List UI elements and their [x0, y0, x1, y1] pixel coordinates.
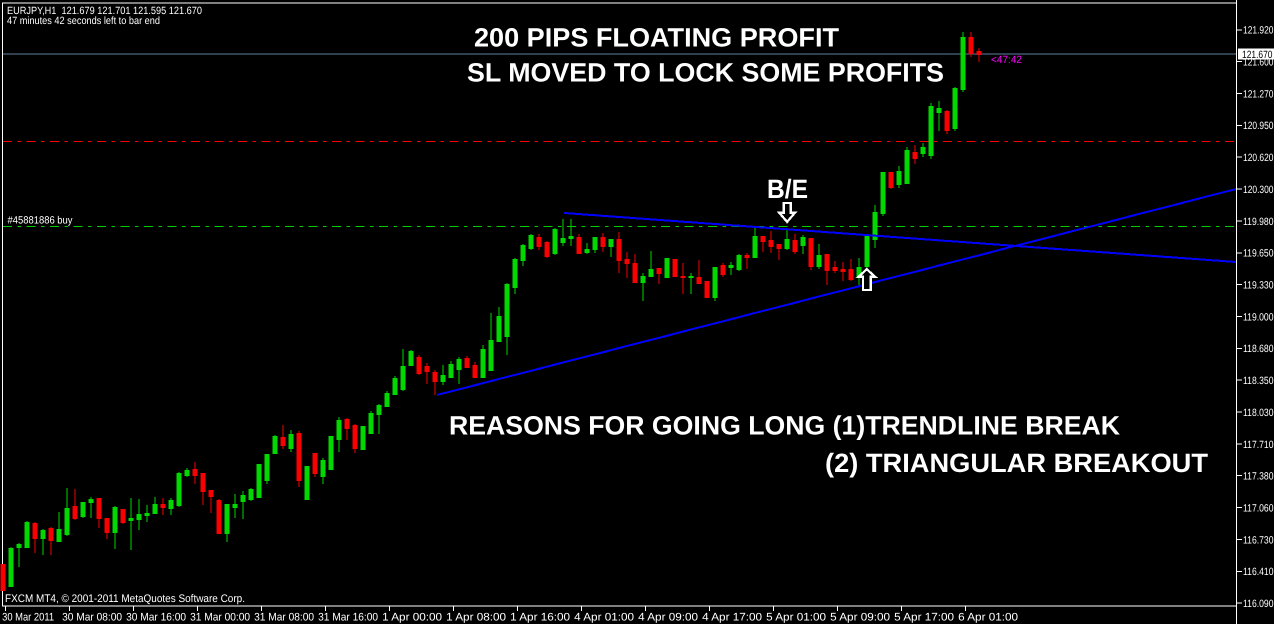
svg-text:30 Mar 08:00: 30 Mar 08:00: [62, 612, 122, 624]
svg-text:118.350: 118.350: [1243, 375, 1274, 387]
svg-text:EURJPY,H1 121.679 121.701 121: EURJPY,H1 121.679 121.701 121.595 121.67…: [7, 5, 202, 17]
svg-text:SL MOVED TO LOCK SOME PROFITS: SL MOVED TO LOCK SOME PROFITS: [467, 57, 944, 87]
svg-text:#45881886 buy: #45881886 buy: [8, 215, 74, 227]
svg-text:REASONS FOR GOING LONG (1)TREN: REASONS FOR GOING LONG (1)TRENDLINE BREA…: [449, 411, 1120, 441]
svg-text:121.920: 121.920: [1243, 25, 1274, 37]
svg-text:117.710: 117.710: [1243, 439, 1274, 451]
svg-text:117.380: 117.380: [1243, 471, 1274, 483]
svg-text:30 Mar 16:00: 30 Mar 16:00: [126, 612, 186, 624]
svg-text:200 PIPS FLOATING PROFIT: 200 PIPS FLOATING PROFIT: [474, 22, 839, 52]
svg-text:120.300: 120.300: [1243, 184, 1274, 196]
svg-text:121.270: 121.270: [1243, 88, 1274, 100]
svg-text:<47:42: <47:42: [991, 54, 1022, 66]
svg-text:4 Apr 17:00: 4 Apr 17:00: [702, 612, 762, 624]
svg-text:31 Mar 08:00: 31 Mar 08:00: [254, 612, 314, 624]
svg-text:120.620: 120.620: [1243, 152, 1274, 164]
svg-text:(2) TRIANGULAR BREAKOUT: (2) TRIANGULAR BREAKOUT: [825, 448, 1208, 478]
svg-text:119.650: 119.650: [1243, 248, 1274, 260]
svg-text:30 Mar 2011: 30 Mar 2011: [2, 612, 54, 624]
svg-text:119.980: 119.980: [1243, 216, 1274, 228]
svg-text:FXCM MT4, © 2001-2011 MetaQuot: FXCM MT4, © 2001-2011 MetaQuotes Softwar…: [5, 593, 245, 605]
svg-text:1 Apr 00:00: 1 Apr 00:00: [382, 612, 442, 624]
svg-text:117.060: 117.060: [1243, 502, 1274, 514]
svg-text:4 Apr 09:00: 4 Apr 09:00: [638, 612, 698, 624]
svg-text:1 Apr 08:00: 1 Apr 08:00: [446, 612, 506, 624]
svg-text:5 Apr 01:00: 5 Apr 01:00: [766, 612, 826, 624]
svg-text:6 Apr 01:00: 6 Apr 01:00: [958, 612, 1018, 624]
svg-text:31 Mar 16:00: 31 Mar 16:00: [318, 612, 378, 624]
svg-text:121.600: 121.600: [1243, 57, 1274, 69]
svg-text:116.090: 116.090: [1243, 598, 1274, 610]
svg-text:B/E: B/E: [767, 174, 808, 204]
svg-text:119.000: 119.000: [1243, 311, 1274, 323]
svg-text:119.330: 119.330: [1243, 280, 1274, 292]
svg-text:1 Apr 16:00: 1 Apr 16:00: [510, 612, 570, 624]
svg-text:116.730: 116.730: [1243, 534, 1274, 546]
svg-text:47 minutes 42 seconds left to: 47 minutes 42 seconds left to bar end: [7, 15, 160, 27]
svg-text:120.950: 120.950: [1243, 120, 1274, 132]
svg-text:116.410: 116.410: [1243, 566, 1274, 578]
svg-text:4 Apr 01:00: 4 Apr 01:00: [574, 612, 634, 624]
svg-text:31 Mar 00:00: 31 Mar 00:00: [190, 612, 250, 624]
svg-text:118.680: 118.680: [1243, 343, 1274, 355]
svg-text:5 Apr 17:00: 5 Apr 17:00: [894, 612, 954, 624]
svg-text:5 Apr 09:00: 5 Apr 09:00: [830, 612, 890, 624]
svg-text:118.030: 118.030: [1243, 407, 1274, 419]
svg-text:121.670: 121.670: [1242, 49, 1273, 61]
